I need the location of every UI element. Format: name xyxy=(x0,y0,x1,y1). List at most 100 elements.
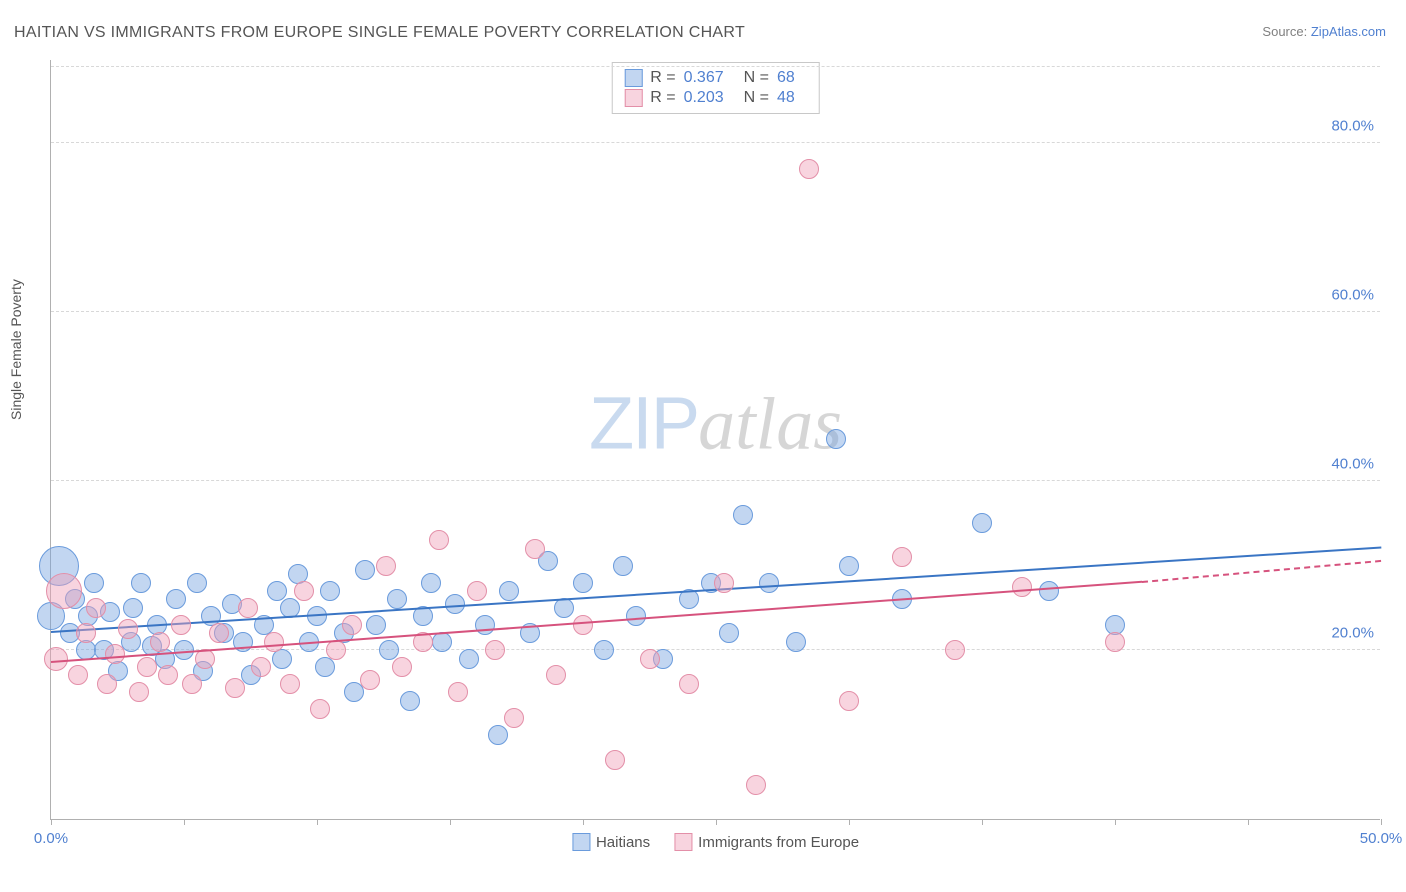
gridline xyxy=(51,142,1380,143)
y-tick-label: 60.0% xyxy=(1331,287,1374,304)
legend-r-value: 0.367 xyxy=(684,69,724,87)
legend-swatch xyxy=(624,69,642,87)
legend-label: Immigrants from Europe xyxy=(698,834,859,851)
legend-label: Haitians xyxy=(596,834,650,851)
gridline xyxy=(51,311,1380,312)
data-point xyxy=(84,573,104,593)
data-point xyxy=(573,615,593,635)
data-point xyxy=(626,606,646,626)
gridline xyxy=(51,66,1380,67)
data-point xyxy=(118,619,138,639)
data-point xyxy=(445,594,465,614)
data-point xyxy=(376,556,396,576)
data-point xyxy=(355,560,375,580)
x-tick xyxy=(1115,819,1116,825)
data-point xyxy=(839,556,859,576)
legend-n-value: 48 xyxy=(777,89,795,107)
legend-row: R =0.203N =48 xyxy=(624,88,807,108)
data-point xyxy=(1039,581,1059,601)
legend-r-value: 0.203 xyxy=(684,89,724,107)
data-point xyxy=(485,640,505,660)
watermark-zip: ZIP xyxy=(589,382,698,465)
data-point xyxy=(326,640,346,660)
x-tick xyxy=(1381,819,1382,825)
source-attribution: Source: ZipAtlas.com xyxy=(1262,24,1386,39)
data-point xyxy=(400,691,420,711)
data-point xyxy=(573,573,593,593)
x-tick xyxy=(51,819,52,825)
data-point xyxy=(475,615,495,635)
source-label: Source: xyxy=(1262,24,1307,39)
series-legend: Haitians Immigrants from Europe xyxy=(572,833,859,851)
legend-item: Immigrants from Europe xyxy=(674,833,859,851)
legend-n-label: N = xyxy=(744,69,769,87)
data-point xyxy=(459,649,479,669)
data-point xyxy=(158,665,178,685)
data-point xyxy=(264,632,284,652)
legend-item: Haitians xyxy=(572,833,650,851)
data-point xyxy=(421,573,441,593)
data-point xyxy=(294,581,314,601)
y-tick-label: 20.0% xyxy=(1331,625,1374,642)
data-point xyxy=(733,505,753,525)
data-point xyxy=(342,615,362,635)
data-point xyxy=(799,159,819,179)
data-point xyxy=(499,581,519,601)
data-point xyxy=(137,657,157,677)
data-point xyxy=(613,556,633,576)
data-point xyxy=(105,644,125,664)
data-point xyxy=(320,581,340,601)
x-tick xyxy=(317,819,318,825)
x-tick xyxy=(184,819,185,825)
x-tick-label: 0.0% xyxy=(34,830,68,847)
y-axis-label: Single Female Poverty xyxy=(8,279,24,420)
data-point xyxy=(429,530,449,550)
legend-r-label: R = xyxy=(650,89,675,107)
data-point xyxy=(360,670,380,690)
data-point xyxy=(182,674,202,694)
data-point xyxy=(786,632,806,652)
data-point xyxy=(366,615,386,635)
data-point xyxy=(379,640,399,660)
legend-row: R =0.367N =68 xyxy=(624,68,807,88)
data-point xyxy=(97,674,117,694)
y-tick-label: 40.0% xyxy=(1331,456,1374,473)
data-point xyxy=(1012,577,1032,597)
data-point xyxy=(892,547,912,567)
data-point xyxy=(86,598,106,618)
trend-line xyxy=(1142,559,1382,582)
data-point xyxy=(166,589,186,609)
x-tick xyxy=(1248,819,1249,825)
data-point xyxy=(123,598,143,618)
watermark: ZIPatlas xyxy=(589,381,842,468)
x-tick xyxy=(583,819,584,825)
data-point xyxy=(488,725,508,745)
data-point xyxy=(504,708,524,728)
data-point xyxy=(171,615,191,635)
data-point xyxy=(315,657,335,677)
data-point xyxy=(68,665,88,685)
source-value: ZipAtlas.com xyxy=(1311,24,1386,39)
data-point xyxy=(679,674,699,694)
data-point xyxy=(719,623,739,643)
trend-line xyxy=(51,547,1381,633)
data-point xyxy=(392,657,412,677)
data-point xyxy=(594,640,614,660)
data-point xyxy=(640,649,660,669)
data-point xyxy=(759,573,779,593)
data-point xyxy=(945,640,965,660)
data-point xyxy=(839,691,859,711)
data-point xyxy=(129,682,149,702)
data-point xyxy=(209,623,229,643)
legend-swatch xyxy=(572,833,590,851)
chart-title: HAITIAN VS IMMIGRANTS FROM EUROPE SINGLE… xyxy=(14,24,745,42)
x-tick-label: 50.0% xyxy=(1360,830,1403,847)
data-point xyxy=(238,598,258,618)
data-point xyxy=(972,513,992,533)
x-tick xyxy=(450,819,451,825)
data-point xyxy=(131,573,151,593)
data-point xyxy=(448,682,468,702)
gridline xyxy=(51,480,1380,481)
data-point xyxy=(714,573,734,593)
data-point xyxy=(44,647,68,671)
